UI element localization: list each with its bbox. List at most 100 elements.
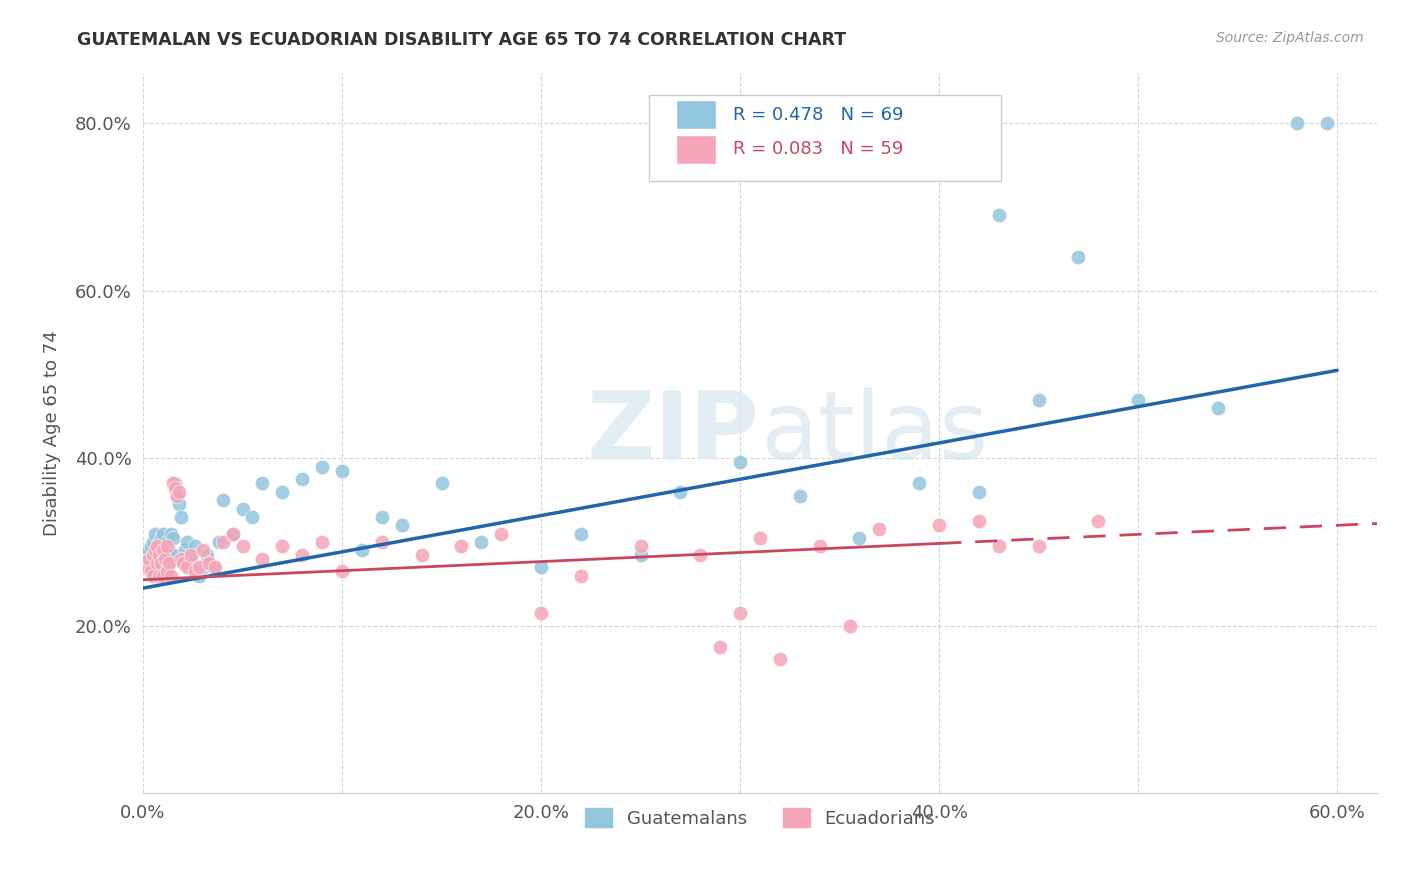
Point bbox=[838, 619, 860, 633]
Point bbox=[987, 208, 1010, 222]
Point bbox=[139, 539, 162, 553]
Point bbox=[928, 518, 950, 533]
Point bbox=[221, 526, 243, 541]
Point bbox=[143, 548, 166, 562]
Point bbox=[1028, 392, 1050, 407]
Point bbox=[148, 568, 170, 582]
Point bbox=[868, 523, 890, 537]
Point bbox=[330, 464, 353, 478]
Point bbox=[630, 539, 652, 553]
Point bbox=[148, 548, 170, 562]
Point bbox=[242, 510, 264, 524]
Point bbox=[749, 531, 772, 545]
FancyBboxPatch shape bbox=[676, 135, 716, 164]
Point bbox=[291, 548, 314, 562]
Point bbox=[180, 548, 202, 562]
Point bbox=[148, 556, 170, 570]
Point bbox=[138, 543, 160, 558]
Point bbox=[311, 535, 333, 549]
Point bbox=[252, 551, 274, 566]
Point bbox=[967, 514, 990, 528]
Point bbox=[271, 539, 294, 553]
Legend: Guatemalans, Ecuadorians: Guatemalans, Ecuadorians bbox=[578, 801, 942, 835]
Point bbox=[908, 476, 931, 491]
Point bbox=[371, 535, 394, 549]
Point bbox=[530, 560, 553, 574]
Point bbox=[630, 548, 652, 562]
Point bbox=[166, 489, 188, 503]
Point bbox=[450, 539, 472, 553]
Point bbox=[204, 560, 226, 574]
Point bbox=[569, 526, 592, 541]
Point bbox=[172, 551, 194, 566]
Point bbox=[143, 526, 166, 541]
Point bbox=[180, 551, 202, 566]
Point bbox=[669, 484, 692, 499]
Point bbox=[170, 510, 193, 524]
Text: Source: ZipAtlas.com: Source: ZipAtlas.com bbox=[1216, 31, 1364, 45]
Point bbox=[489, 526, 512, 541]
Point bbox=[808, 539, 831, 553]
Point bbox=[191, 543, 214, 558]
Point bbox=[149, 531, 172, 545]
Point bbox=[157, 556, 180, 570]
Point bbox=[142, 535, 165, 549]
Point bbox=[728, 455, 751, 469]
Point bbox=[848, 531, 870, 545]
Text: GUATEMALAN VS ECUADORIAN DISABILITY AGE 65 TO 74 CORRELATION CHART: GUATEMALAN VS ECUADORIAN DISABILITY AGE … bbox=[77, 31, 846, 49]
Point bbox=[769, 652, 792, 666]
Point bbox=[1087, 514, 1109, 528]
Point bbox=[967, 484, 990, 499]
Point bbox=[152, 526, 174, 541]
Point bbox=[160, 568, 183, 582]
Point bbox=[153, 551, 176, 566]
Point bbox=[709, 640, 731, 654]
Point bbox=[146, 556, 169, 570]
Point bbox=[1286, 116, 1309, 130]
Point bbox=[142, 568, 165, 582]
Point bbox=[569, 568, 592, 582]
Point bbox=[167, 484, 190, 499]
Point bbox=[163, 476, 186, 491]
Point bbox=[146, 565, 169, 579]
Point bbox=[157, 556, 180, 570]
Point bbox=[207, 535, 229, 549]
Point bbox=[291, 472, 314, 486]
Point bbox=[167, 497, 190, 511]
Point bbox=[162, 476, 184, 491]
Point bbox=[197, 556, 219, 570]
Point bbox=[195, 548, 218, 562]
Point bbox=[252, 476, 274, 491]
Text: R = 0.478   N = 69: R = 0.478 N = 69 bbox=[733, 105, 903, 124]
Point bbox=[156, 565, 179, 579]
Point bbox=[728, 607, 751, 621]
Point bbox=[311, 459, 333, 474]
Point bbox=[149, 556, 172, 570]
Point bbox=[148, 535, 170, 549]
Point bbox=[184, 565, 207, 579]
Point bbox=[470, 535, 492, 549]
Point bbox=[152, 560, 174, 574]
Point bbox=[689, 548, 711, 562]
Point bbox=[789, 489, 811, 503]
Point bbox=[987, 539, 1010, 553]
Point bbox=[153, 539, 176, 553]
Point bbox=[411, 548, 433, 562]
Point bbox=[139, 556, 162, 570]
Text: ZIP: ZIP bbox=[588, 387, 761, 479]
FancyBboxPatch shape bbox=[676, 100, 716, 129]
Text: R = 0.083   N = 59: R = 0.083 N = 59 bbox=[733, 140, 903, 159]
Point bbox=[138, 551, 160, 566]
Point bbox=[136, 548, 159, 562]
Point bbox=[163, 481, 186, 495]
Point bbox=[149, 548, 172, 562]
Point bbox=[211, 535, 233, 549]
Point bbox=[221, 526, 243, 541]
Point bbox=[166, 489, 188, 503]
Y-axis label: Disability Age 65 to 74: Disability Age 65 to 74 bbox=[44, 330, 60, 536]
Point bbox=[1316, 116, 1339, 130]
Point bbox=[184, 539, 207, 553]
Point bbox=[152, 568, 174, 582]
Point bbox=[191, 560, 214, 574]
Point bbox=[231, 539, 253, 553]
